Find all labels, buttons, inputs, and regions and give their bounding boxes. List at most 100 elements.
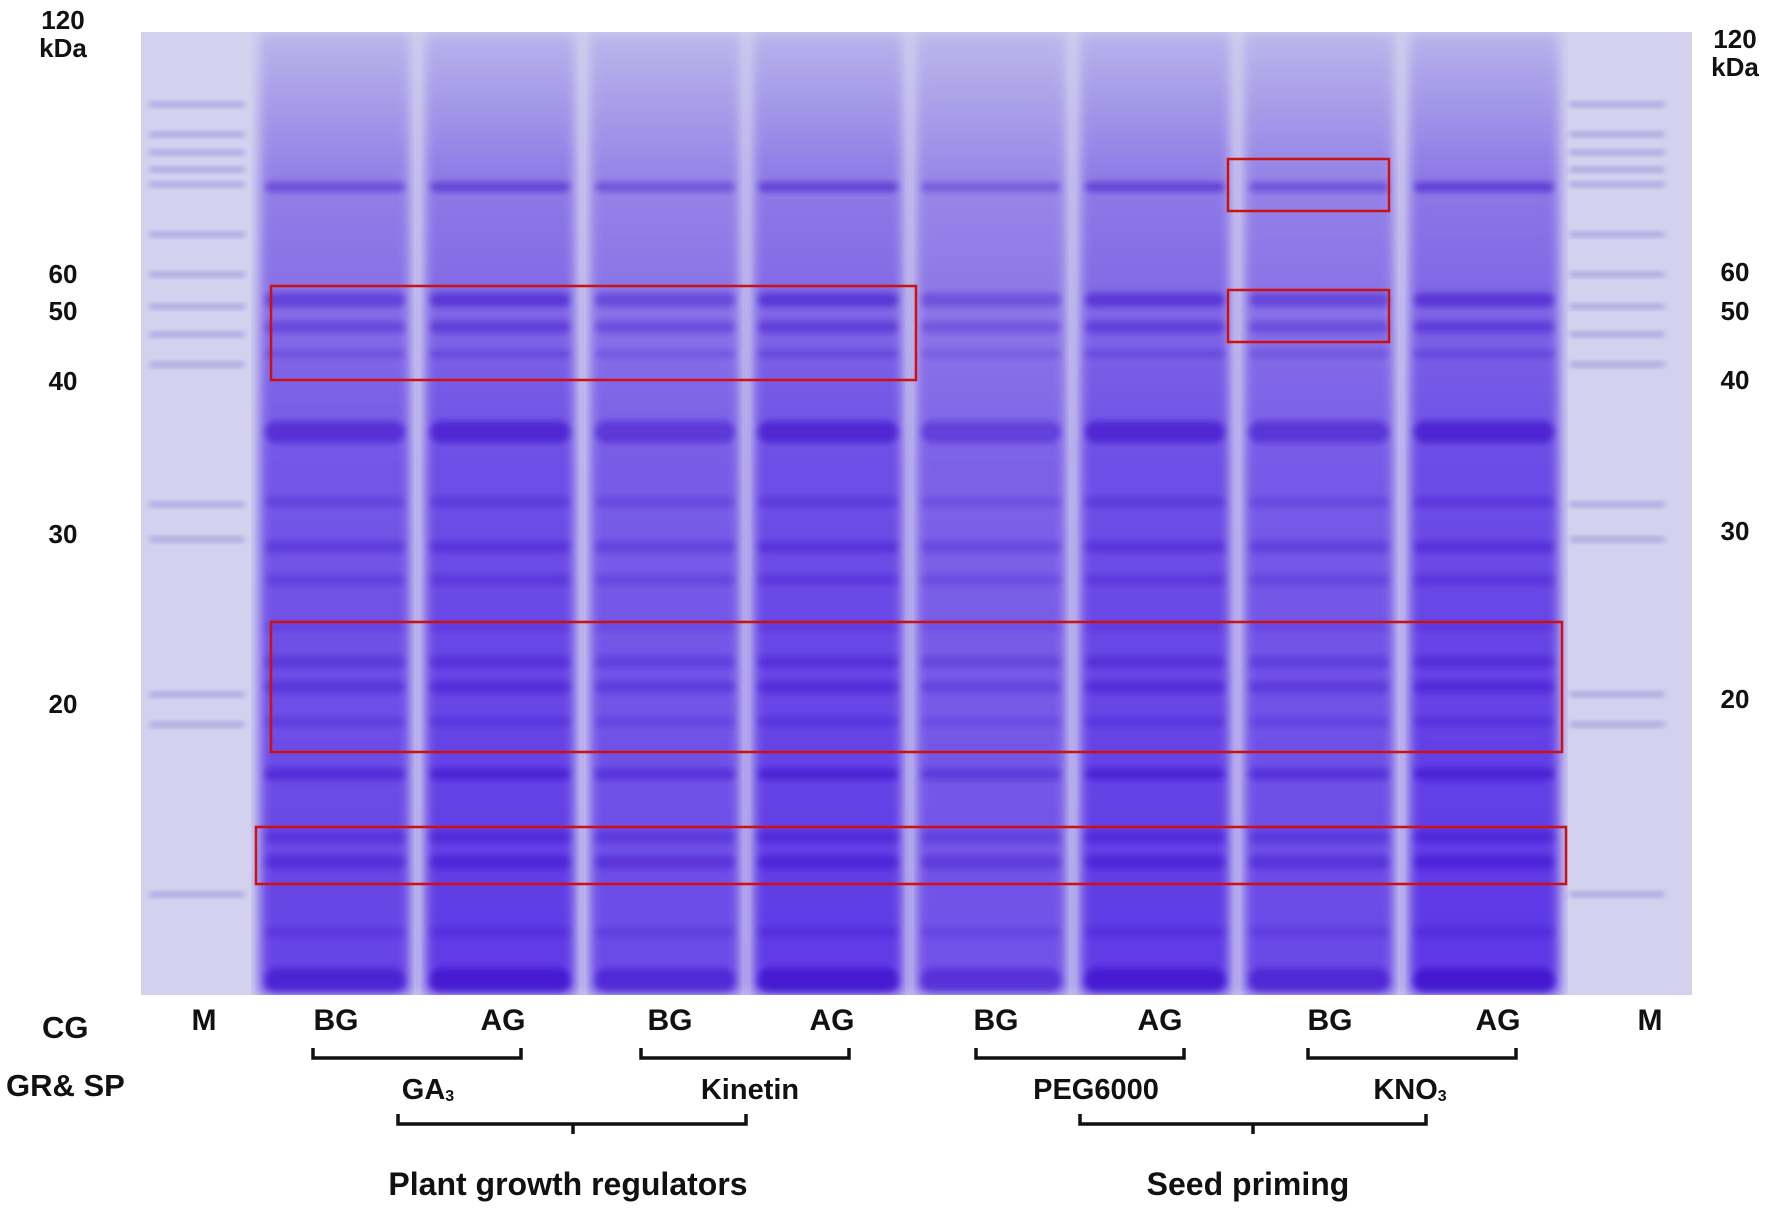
- protein-band: [758, 497, 898, 507]
- protein-band: [430, 831, 570, 843]
- protein-band: [758, 927, 898, 937]
- marker-band: [149, 892, 245, 897]
- bracket-kinetin: [639, 1048, 851, 1060]
- mw-label-120-left: 120 kDa: [39, 5, 87, 63]
- mw-label-30-right: 30: [1720, 516, 1750, 546]
- protein-band: [1249, 717, 1389, 727]
- protein-band: [1249, 681, 1389, 693]
- highlight-box-20kda: [269, 620, 1564, 754]
- protein-band: [430, 182, 570, 192]
- treatment-label-kinetin: Kinetin: [700, 1074, 800, 1106]
- cg-row-label: CG: [42, 1010, 89, 1045]
- marker-band: [1569, 502, 1665, 507]
- bracket-peg6000: [974, 1048, 1186, 1060]
- marker-band: [1569, 150, 1665, 155]
- protein-band: [921, 182, 1061, 192]
- protein-band: [595, 497, 735, 507]
- lane-label: BG: [313, 1004, 359, 1037]
- protein-band: [1249, 927, 1389, 937]
- protein-band: [1249, 421, 1389, 443]
- protein-band: [1414, 182, 1554, 192]
- protein-band: [430, 768, 570, 780]
- mw-label-60-right: 60: [1720, 257, 1750, 287]
- protein-band: [921, 831, 1061, 843]
- protein-band: [595, 182, 735, 192]
- protein-band: [1249, 182, 1389, 192]
- bracket-seed-priming: [1078, 1114, 1428, 1134]
- marker-band: [1569, 892, 1665, 897]
- lane-label: AG: [809, 1004, 855, 1037]
- marker-band: [1569, 304, 1665, 309]
- protein-band: [265, 182, 405, 192]
- protein-band: [921, 350, 1061, 358]
- protein-band: [265, 855, 405, 869]
- gel-photo: [141, 32, 1692, 995]
- protein-band: [1085, 768, 1225, 780]
- protein-band: [758, 968, 898, 992]
- protein-band: [265, 831, 405, 843]
- protein-band: [921, 656, 1061, 668]
- protein-band: [921, 927, 1061, 937]
- highlight-box-upper-kno3-bg: [1226, 157, 1391, 213]
- protein-band: [1249, 575, 1389, 585]
- protein-band: [1249, 321, 1389, 333]
- protein-band: [1085, 927, 1225, 937]
- protein-band: [265, 681, 405, 693]
- protein-band: [758, 421, 898, 443]
- protein-band: [1414, 350, 1554, 358]
- marker-band: [149, 502, 245, 507]
- protein-band: [430, 656, 570, 668]
- marker-band: [1569, 272, 1665, 277]
- protein-band: [430, 968, 570, 992]
- highlight-box-low-mw: [254, 825, 1568, 886]
- protein-band: [595, 350, 735, 358]
- protein-band: [265, 541, 405, 553]
- protein-band: [265, 968, 405, 992]
- protein-band: [1085, 855, 1225, 869]
- protein-band: [265, 656, 405, 668]
- lane-label: M: [1637, 1004, 1663, 1037]
- marker-band: [1569, 362, 1665, 367]
- marker-band: [149, 332, 245, 337]
- protein-band: [595, 968, 735, 992]
- protein-band: [430, 350, 570, 358]
- protein-band: [1414, 831, 1554, 843]
- marker-band: [1569, 232, 1665, 237]
- marker-band: [1569, 537, 1665, 542]
- lane-label: BG: [1307, 1004, 1353, 1037]
- mw-label-60-left: 60: [48, 259, 78, 289]
- protein-band: [921, 541, 1061, 553]
- marker-band: [149, 362, 245, 367]
- protein-band: [1414, 855, 1554, 869]
- protein-band: [758, 293, 898, 307]
- protein-band: [758, 717, 898, 727]
- lane-label: BG: [647, 1004, 693, 1037]
- protein-band: [265, 717, 405, 727]
- protein-band: [1085, 182, 1225, 192]
- highlight-box-50kda-kno3-bg: [1226, 288, 1391, 344]
- marker-band: [149, 537, 245, 542]
- marker-band: [1569, 332, 1665, 337]
- protein-band: [1249, 497, 1389, 507]
- protein-band: [595, 293, 735, 307]
- protein-band: [265, 768, 405, 780]
- protein-band: [430, 855, 570, 869]
- protein-band: [1249, 623, 1389, 631]
- protein-band: [921, 717, 1061, 727]
- protein-band: [1414, 497, 1554, 507]
- protein-band: [1249, 831, 1389, 843]
- marker-band: [149, 167, 245, 172]
- sds-page-gel-image: [141, 32, 1692, 995]
- bracket-plant-growth-regulators: [396, 1114, 748, 1134]
- lane-label: AG: [1475, 1004, 1521, 1037]
- protein-band: [265, 575, 405, 585]
- treatment-label-peg6000: PEG6000: [1033, 1074, 1159, 1106]
- protein-band: [595, 855, 735, 869]
- highlight-box-50kda-pgr: [269, 284, 918, 382]
- protein-band: [921, 497, 1061, 507]
- mw-label-20-right: 20: [1720, 684, 1750, 714]
- protein-band: [595, 321, 735, 333]
- protein-band: [1085, 541, 1225, 553]
- protein-band: [1249, 350, 1389, 358]
- protein-band: [758, 350, 898, 358]
